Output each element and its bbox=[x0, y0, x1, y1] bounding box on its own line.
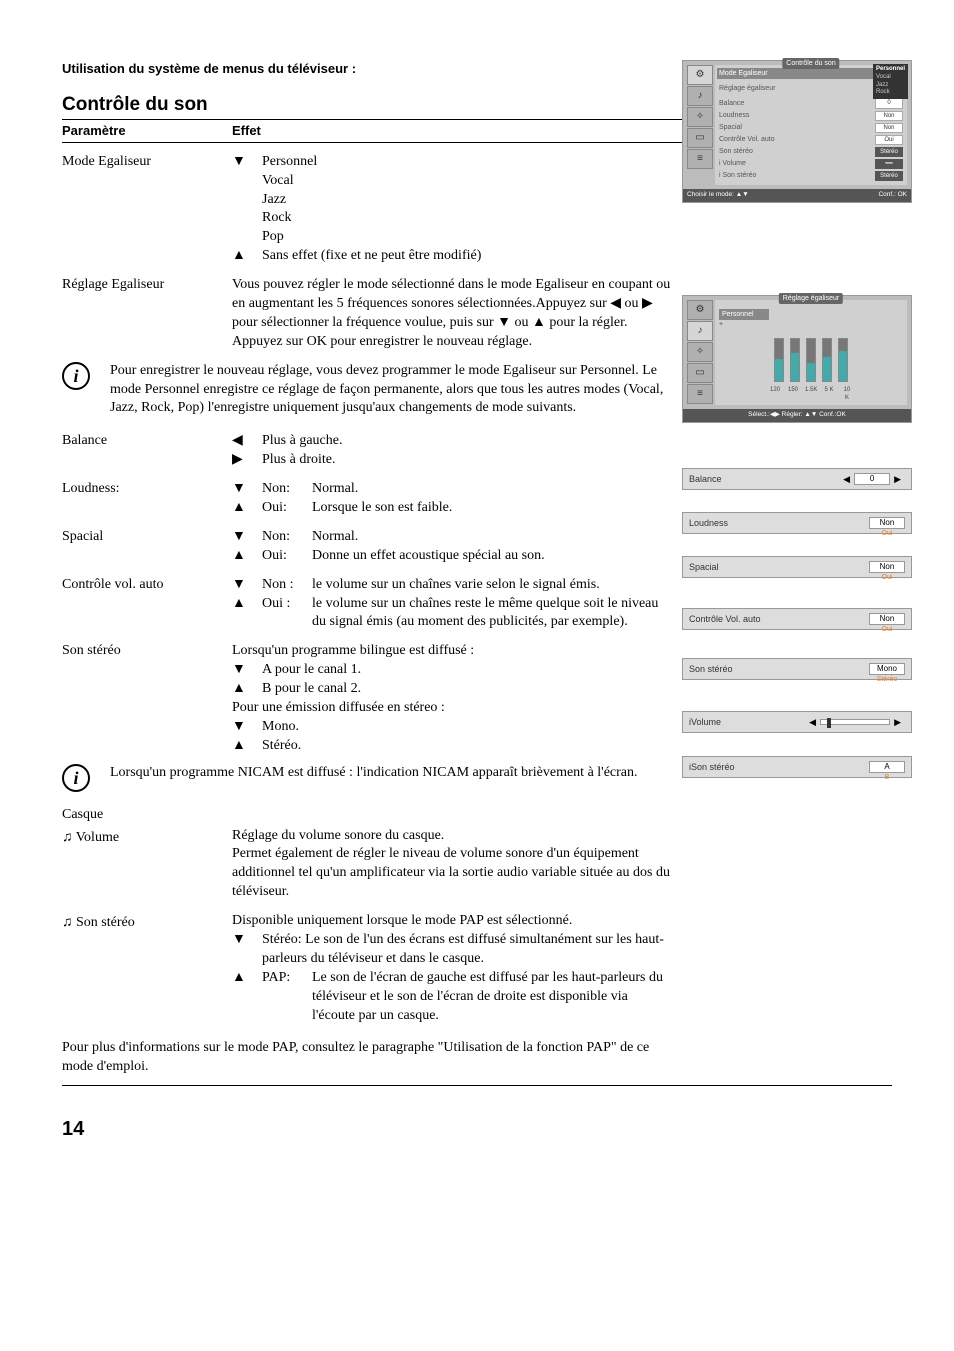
rule-bottom bbox=[62, 1085, 892, 1086]
osd-title: Contrôle du son bbox=[782, 58, 839, 69]
eq-bars bbox=[719, 338, 903, 382]
up-arrow-icon: ▲ bbox=[232, 547, 262, 566]
row-casque-stereo: ♫ Son stéréo Disponible uniquement lorsq… bbox=[62, 912, 892, 1025]
osd-control-loudness: Loudness NonOui bbox=[682, 512, 912, 544]
osd-tab-icon: ⚙ bbox=[687, 65, 713, 85]
page-number: 14 bbox=[62, 1116, 892, 1143]
param-description: Réglage du volume sonore du casque. Perm… bbox=[232, 827, 672, 903]
row-casque-header: Casque bbox=[62, 806, 892, 825]
row-balance: Balance ◀Plus à gauche. ▶Plus à droite. bbox=[62, 432, 892, 470]
headphone-icon: ♫ bbox=[62, 913, 73, 929]
osd-tab-icon: ✧ bbox=[687, 107, 713, 127]
osd-mode-label: Personnel bbox=[719, 309, 769, 320]
osd-row: Balance0 bbox=[719, 97, 903, 109]
col-header-param: Paramètre bbox=[62, 122, 232, 140]
osd-row: i Son stéréoStéréo bbox=[719, 170, 903, 182]
osd-dropdown: Personnel Vocal Jazz Rock bbox=[873, 64, 908, 99]
osd-control-volauto: Contrôle Vol. auto NonOui bbox=[682, 608, 912, 640]
osd-control-hp-stereo: iSon stéréo AB bbox=[682, 756, 912, 788]
osd-control-spacial: Spacial NonOui bbox=[682, 556, 912, 588]
footer-note: Pour plus d'informations sur le mode PAP… bbox=[62, 1039, 682, 1077]
right-arrow-icon: ▶ bbox=[232, 451, 262, 470]
right-arrow-icon: ▶ bbox=[890, 473, 905, 485]
up-arrow-icon: ▲ bbox=[232, 969, 262, 1026]
osd-tab-icon: ⚙ bbox=[687, 300, 713, 320]
down-arrow-icon: ▼ bbox=[232, 528, 262, 547]
down-arrow-icon: ▼ bbox=[232, 661, 262, 680]
osd-row: Contrôle Vol. autoOui bbox=[719, 134, 903, 146]
param-label: Balance bbox=[62, 432, 232, 470]
param-label: ♫ Volume bbox=[62, 827, 232, 903]
osd-control-hp-volume: iVolume ◀ ▶ bbox=[682, 711, 912, 743]
down-arrow-icon: ▼ bbox=[232, 931, 262, 969]
down-arrow-icon: ▼ bbox=[232, 480, 262, 499]
osd-panel-equalizer: ⚙ ♪ ✧ ▭ ≡ Réglage égaliseur Personnel + bbox=[682, 295, 912, 423]
headphone-icon: ♫ bbox=[62, 828, 73, 844]
osd-row: i Volume━━ bbox=[719, 158, 903, 170]
param-label: Mode Egaliseur bbox=[62, 153, 232, 266]
osd-control-sonstereo: Son stéréo MonoStéréo bbox=[682, 658, 912, 690]
osd-row: SpacialNon bbox=[719, 122, 903, 134]
osd-tab-icon: ▭ bbox=[687, 363, 713, 383]
info-text: Pour enregistrer le nouveau réglage, vou… bbox=[110, 362, 670, 419]
info-icon: i bbox=[62, 362, 90, 390]
up-arrow-icon: ▲ bbox=[232, 737, 262, 756]
osd-row: Son stéréoStéréo bbox=[719, 146, 903, 158]
page-content: Utilisation du système de menus du télév… bbox=[62, 60, 892, 1143]
info-icon: i bbox=[62, 764, 90, 792]
param-label: Casque bbox=[62, 806, 232, 825]
osd-panel-sound: ⚙ ♪ ✧ ▭ ≡ Contrôle du son Personnel Voca… bbox=[682, 60, 912, 203]
param-label: Spacial bbox=[62, 528, 232, 566]
osd-tab-icon: ✧ bbox=[687, 342, 713, 362]
param-label: Loudness: bbox=[62, 480, 232, 518]
osd-tab-icon: ♪ bbox=[687, 86, 713, 106]
osd-control-balance: Balance ◀ 0 ▶ bbox=[682, 468, 912, 500]
row-casque-volume: ♫ Volume Réglage du volume sonore du cas… bbox=[62, 827, 892, 903]
right-arrow-icon: ▶ bbox=[890, 716, 905, 728]
osd-tab-icon: ≡ bbox=[687, 149, 713, 169]
up-arrow-icon: ▲ bbox=[232, 499, 262, 518]
up-arrow-icon: ▲ bbox=[232, 680, 262, 699]
osd-footer: Choisir le mode: ▲▼Conf.: OK bbox=[683, 189, 911, 202]
down-arrow-icon: ▼ bbox=[232, 718, 262, 737]
info-text: Lorsqu'un programme NICAM est diffusé : … bbox=[110, 764, 670, 792]
left-arrow-icon: ◀ bbox=[232, 432, 262, 451]
param-label: Réglage Egaliseur bbox=[62, 276, 232, 352]
osd-tab-icon: ▭ bbox=[687, 128, 713, 148]
up-arrow-icon: ▲ bbox=[232, 247, 262, 266]
left-arrow-icon: ◀ bbox=[805, 716, 820, 728]
left-arrow-icon: ◀ bbox=[839, 473, 854, 485]
param-description: Vous pouvez régler le mode sélectionné d… bbox=[232, 276, 672, 352]
osd-row: LoudnessNon bbox=[719, 110, 903, 122]
osd-tab-icon: ≡ bbox=[687, 384, 713, 404]
osd-tab-icon: ♪ bbox=[687, 321, 713, 341]
slider bbox=[820, 719, 890, 725]
param-label: ♫ Son stéréo bbox=[62, 912, 232, 1025]
osd-footer: Sélect.:◀▶ Régler: ▲▼ Conf.:OK bbox=[683, 409, 911, 422]
down-arrow-icon: ▼ bbox=[232, 153, 262, 172]
param-label: Son stéréo bbox=[62, 642, 232, 755]
eq-freq-labels: 120 150 1.5K 5 K 10 K bbox=[719, 386, 903, 402]
param-label: Contrôle vol. auto bbox=[62, 576, 232, 633]
osd-title: Réglage égaliseur bbox=[779, 293, 843, 304]
up-arrow-icon: ▲ bbox=[232, 595, 262, 633]
down-arrow-icon: ▼ bbox=[232, 576, 262, 595]
